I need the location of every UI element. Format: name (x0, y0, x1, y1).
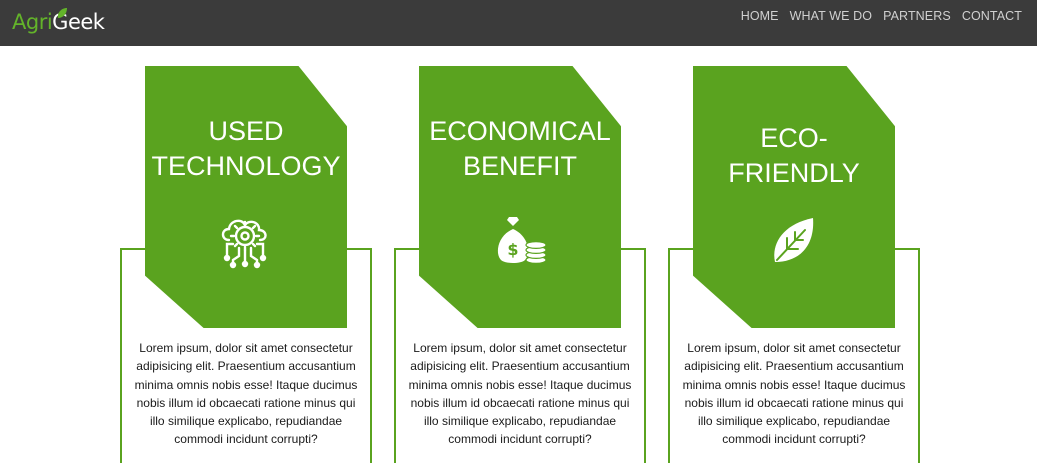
card-title: ECONOMICAL BENEFIT (419, 114, 621, 184)
card-used-technology-header: USED TECHNOLOGY (145, 66, 347, 328)
svg-text:$: $ (507, 240, 518, 259)
money-bag-coins-icon: $ (487, 208, 551, 272)
agrigeek-logo[interactable]: Agri Geek (12, 8, 105, 36)
main-nav: HOME WHAT WE DO PARTNERS CONTACT (741, 0, 1022, 32)
card-title-line: TECHNOLOGY (151, 151, 341, 181)
cloud-gear-circuit-icon (213, 208, 277, 272)
card-title: ECO- FRIENDLY (693, 121, 895, 191)
card-economical-benefit-header: ECONOMICAL BENEFIT $ (419, 66, 621, 328)
nav-home-link[interactable]: HOME (740, 9, 779, 23)
leaf-icon (761, 208, 825, 272)
card-title-line: ECO- (760, 123, 828, 153)
card-eco-friendly-body: Lorem ipsum, dolor sit amet consectetur … (682, 341, 906, 447)
card-economical-benefit-body: Lorem ipsum, dolor sit amet consectetur … (408, 341, 632, 447)
card-used-technology-body: Lorem ipsum, dolor sit amet consectetur … (134, 341, 358, 447)
card-title-line: USED (208, 116, 284, 146)
top-navbar: Agri Geek HOME WHAT WE DO PARTNERS CONTAC… (0, 0, 1037, 46)
card-title: USED TECHNOLOGY (145, 114, 347, 184)
card-eco-friendly-header: ECO- FRIENDLY (693, 66, 895, 328)
card-title-line: BENEFIT (462, 151, 577, 181)
card-title-line: ECONOMICAL (429, 116, 611, 146)
logo-text-agri: Agri (12, 10, 53, 34)
nav-contact-link[interactable]: CONTACT (961, 9, 1022, 23)
card-title-line: FRIENDLY (728, 158, 860, 188)
nav-partners-link[interactable]: PARTNERS (883, 9, 951, 23)
logo-leaf-icon (57, 8, 67, 18)
nav-what-we-do-link[interactable]: WHAT WE DO (789, 9, 873, 23)
